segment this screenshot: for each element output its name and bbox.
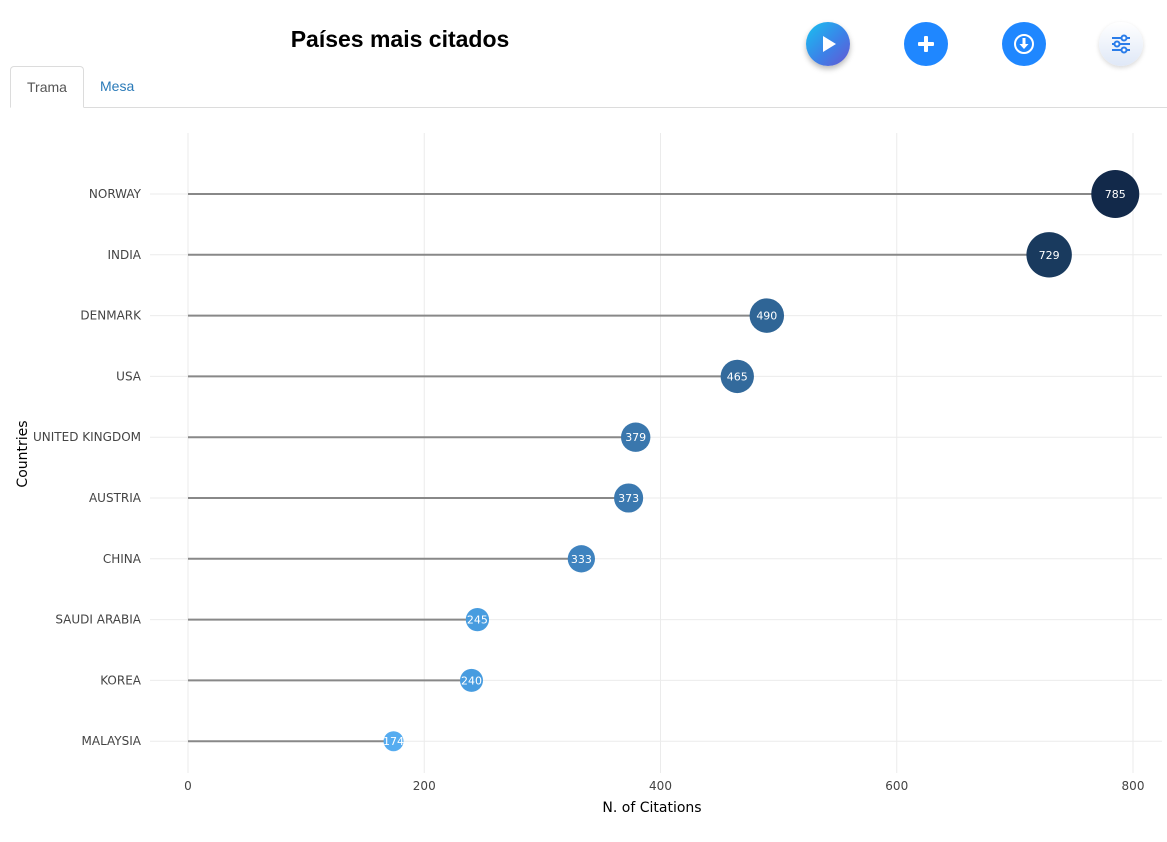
x-tick-label: 800	[1122, 779, 1145, 793]
y-tick-label: INDIA	[107, 248, 141, 262]
data-label: 333	[571, 553, 592, 566]
stems	[188, 193, 1116, 743]
data-point[interactable]	[459, 668, 484, 692]
data-point[interactable]	[620, 422, 651, 452]
data-point[interactable]	[383, 731, 404, 752]
data-label: 490	[756, 310, 777, 323]
data-point[interactable]	[1026, 232, 1072, 278]
y-tick-label: AUSTRIA	[89, 491, 142, 505]
y-tick-label: MALAYSIA	[82, 734, 142, 748]
y-tick-label: KOREA	[100, 673, 142, 687]
data-point[interactable]	[720, 359, 754, 394]
x-tick-label: 200	[413, 779, 436, 793]
data-label: 379	[625, 431, 646, 444]
settings-button[interactable]	[1099, 22, 1143, 66]
y-tick-label: UNITED KINGDOM	[33, 430, 141, 444]
data-point[interactable]	[567, 545, 595, 573]
citations-chart: 785 729 490 465 379 373 333 245 240 174 NORWAY IND…	[15, 133, 1162, 816]
data-point[interactable]	[749, 298, 785, 333]
play-icon	[823, 36, 836, 52]
y-axis-title: Countries	[15, 420, 31, 487]
add-button[interactable]	[904, 22, 948, 66]
data-label: 373	[618, 492, 639, 505]
y-tick-label: SAUDI ARABIA	[55, 613, 141, 627]
x-tick-labels: 0 200 400 600 800	[184, 779, 1144, 793]
sliders-icon	[1112, 34, 1130, 54]
data-label: 465	[727, 370, 748, 383]
data-label: 245	[467, 614, 488, 627]
download-button[interactable]	[1002, 22, 1046, 66]
x-tick-label: 600	[885, 779, 908, 793]
grid-lines	[150, 133, 1162, 773]
y-tick-label: NORWAY	[89, 187, 142, 201]
y-tick-labels: NORWAY INDIA DENMARK USA UNITED KINGDOM AUSTR…	[33, 187, 142, 748]
x-tick-label: 400	[649, 779, 672, 793]
play-button[interactable]	[806, 22, 850, 66]
x-axis-title: N. of Citations	[602, 800, 701, 816]
y-tick-label: DENMARK	[80, 309, 142, 323]
data-point[interactable]	[614, 483, 644, 513]
y-tick-label: CHINA	[103, 552, 142, 566]
x-tick-label: 0	[184, 779, 192, 793]
tab-bar: Trama Mesa	[10, 66, 1167, 108]
download-icon	[1014, 34, 1034, 54]
data-point[interactable]	[1091, 170, 1140, 218]
dots: 785 729 490 465 379 373 333 245 240 174	[383, 170, 1140, 752]
y-tick-label: USA	[116, 369, 142, 383]
data-label: 729	[1039, 249, 1060, 262]
tab-trama[interactable]: Trama	[10, 66, 84, 108]
data-label: 785	[1105, 188, 1126, 201]
data-point[interactable]	[465, 607, 490, 632]
data-label: 240	[461, 674, 482, 687]
plus-icon	[918, 36, 934, 52]
data-label: 174	[383, 735, 404, 748]
page-title: Países mais citados	[290, 26, 510, 52]
tab-mesa[interactable]: Mesa	[100, 78, 135, 94]
